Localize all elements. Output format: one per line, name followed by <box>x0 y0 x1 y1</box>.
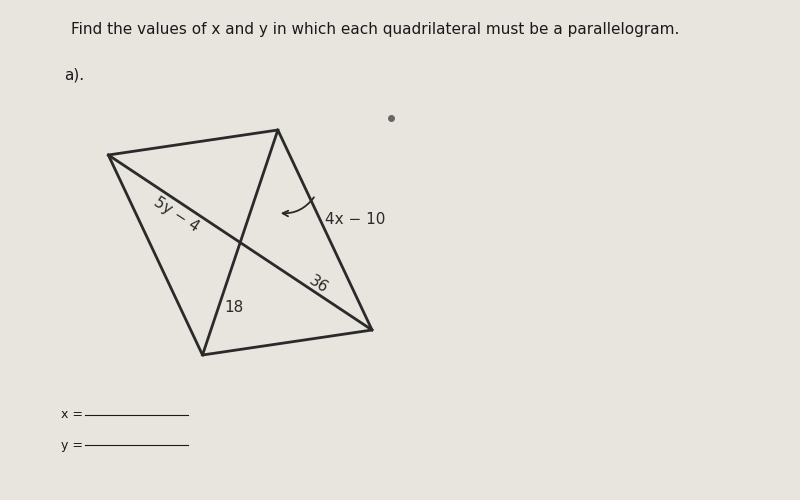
Text: 36: 36 <box>306 274 330 296</box>
Text: 5y − 4: 5y − 4 <box>150 195 202 235</box>
Text: Find the values of x and y in which each quadrilateral must be a parallelogram.: Find the values of x and y in which each… <box>70 22 679 37</box>
Text: y =: y = <box>62 438 83 452</box>
Text: x =: x = <box>62 408 83 422</box>
Text: 18: 18 <box>224 300 243 316</box>
Text: 4x − 10: 4x − 10 <box>325 212 386 228</box>
Text: a).: a). <box>64 68 84 83</box>
